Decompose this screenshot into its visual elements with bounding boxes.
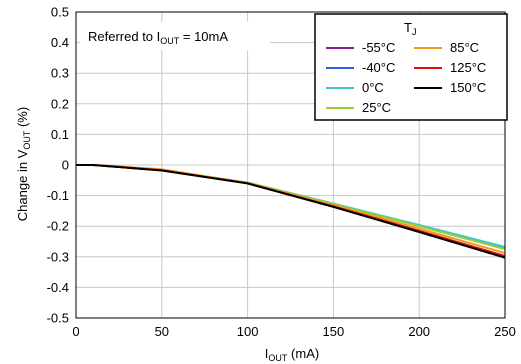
y-tick-label: -0.3 bbox=[47, 249, 69, 264]
legend-label: -40°C bbox=[362, 60, 395, 75]
legend-label: 25°C bbox=[362, 100, 391, 115]
x-tick-label: 250 bbox=[494, 324, 516, 339]
legend-label: 85°C bbox=[450, 40, 479, 55]
x-tick-label: 150 bbox=[323, 324, 345, 339]
legend-title: TJ bbox=[404, 20, 416, 37]
legend-label: 0°C bbox=[362, 80, 384, 95]
x-tick-label: 50 bbox=[155, 324, 169, 339]
x-tick-labels: 0 50 100 150 200 250 bbox=[72, 324, 515, 339]
y-tick-label: 0.4 bbox=[51, 35, 69, 50]
series-line bbox=[76, 164, 506, 257]
x-tick-label: 0 bbox=[72, 324, 79, 339]
legend-label: -55°C bbox=[362, 40, 395, 55]
series-layer bbox=[76, 164, 506, 259]
y-tick-labels: 0.5 0.4 0.3 0.2 0.1 0 -0.1 -0.2 -0.3 -0.4 -0.5 bbox=[47, 5, 69, 326]
annotation-text: Referred to IOUT = 10mA bbox=[88, 29, 228, 46]
series-line bbox=[76, 164, 506, 259]
x-axis-title: IOUT (mA) bbox=[265, 346, 319, 363]
legend-label: 125°C bbox=[450, 60, 486, 75]
y-tick-label: -0.4 bbox=[47, 280, 69, 295]
series-line bbox=[76, 164, 506, 255]
plot-frame bbox=[75, 11, 506, 319]
y-tick-label: -0.5 bbox=[47, 311, 69, 326]
y-tick-label: 0 bbox=[62, 158, 69, 173]
x-tick-label: 100 bbox=[237, 324, 259, 339]
y-axis-title: Change in VOUT (%) bbox=[15, 107, 32, 221]
y-tick-label: 0.1 bbox=[51, 127, 69, 142]
y-tick-label: 0.3 bbox=[51, 66, 69, 81]
annotation-box: Referred to IOUT = 10mA bbox=[80, 22, 270, 50]
y-tick-label: 0.5 bbox=[51, 5, 69, 20]
legend-label: 150°C bbox=[450, 80, 486, 95]
x-tick-label: 200 bbox=[408, 324, 430, 339]
y-tick-label: 0.2 bbox=[51, 96, 69, 111]
y-tick-label: -0.1 bbox=[47, 188, 69, 203]
legend: TJ -55°C -40°C 0°C 25°C 85°C 125°C 150°C bbox=[314, 13, 508, 121]
y-tick-label: -0.2 bbox=[47, 219, 69, 234]
